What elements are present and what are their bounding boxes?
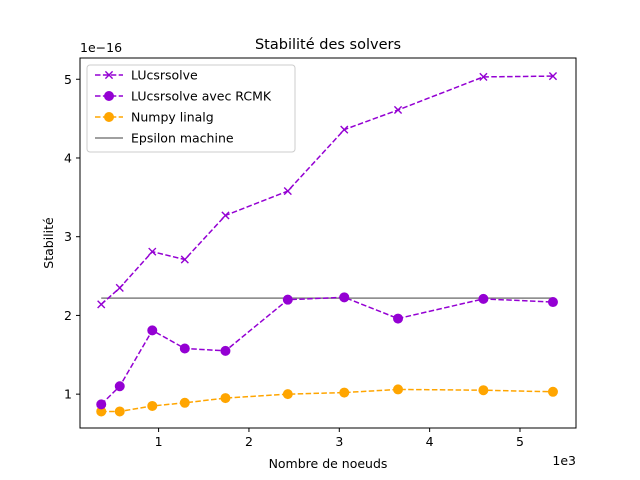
series-line-lucsrsolve: [100, 75, 553, 305]
legend-box: [86, 64, 296, 153]
series-lucsrsolve-avec-rcmk: [96, 292, 558, 410]
legend-label: Epsilon machine: [131, 131, 234, 146]
data-point-numpy-linalg: [478, 385, 489, 396]
legend-entries: LUcsrsolve LUcsrsolve avec RCMK Numpy lina…: [95, 68, 272, 146]
y-tick-label: 4: [64, 150, 72, 165]
data-point-lucsrsolve-avec-rcmk: [147, 325, 158, 336]
legend-label: LUcsrsolve avec RCMK: [131, 89, 272, 104]
data-point-numpy-linalg: [547, 386, 558, 397]
legend-entry-epsilon-machine: Epsilon machine: [95, 131, 234, 146]
data-point-lucsrsolve: [393, 105, 403, 115]
y-tick-label: 3: [64, 229, 72, 244]
data-point-lucsrsolve-avec-rcmk: [339, 292, 350, 303]
series-line-lucsrsolve-avec-rcmk: [100, 296, 553, 405]
data-point-lucsrsolve-avec-rcmk: [220, 345, 231, 356]
data-point-lucsrsolve-avec-rcmk: [114, 381, 125, 392]
data-point-lucsrsolve: [115, 283, 124, 292]
legend-label: LUcsrsolve: [131, 68, 198, 83]
data-point-lucsrsolve: [548, 72, 558, 81]
data-point-lucsrsolve-avec-rcmk: [547, 297, 558, 308]
data-point-lucsrsolve: [221, 211, 230, 220]
data-point-numpy-linalg: [147, 400, 158, 411]
legend-entry-lucsrsolve-avec-rcmk: LUcsrsolve avec RCMK: [95, 89, 272, 104]
series-layer: [96, 72, 558, 417]
x-tick-label: 3: [335, 434, 343, 449]
data-point-lucsrsolve-avec-rcmk: [179, 343, 190, 354]
legend: LUcsrsolve LUcsrsolve avec RCMK Numpy lina…: [86, 64, 296, 153]
data-point-numpy-linalg: [114, 406, 125, 417]
x-tick-label: 5: [516, 434, 524, 449]
data-point-numpy-linalg: [220, 393, 231, 404]
data-point-lucsrsolve: [148, 247, 157, 256]
plot-frame: [79, 57, 577, 429]
x-tick-label: 2: [245, 434, 253, 449]
legend-marker: [104, 70, 114, 80]
y-axis: 1 2 3 4 5: [64, 72, 80, 402]
legend-marker: [104, 112, 114, 122]
y-axis-label: Stabilité: [41, 217, 56, 269]
data-point-numpy-linalg: [179, 397, 190, 408]
data-point-lucsrsolve: [340, 125, 349, 134]
y-tick-label: 1: [64, 387, 72, 402]
data-point-lucsrsolve: [479, 72, 488, 81]
data-point-numpy-linalg: [339, 387, 350, 398]
data-point-lucsrsolve-avec-rcmk: [393, 313, 404, 324]
x-tick-label: 1: [155, 434, 163, 449]
data-point-lucsrsolve-avec-rcmk: [96, 399, 107, 410]
x-axis-label: Nombre de noeuds: [269, 456, 388, 471]
data-point-numpy-linalg: [282, 389, 293, 400]
legend-entry-lucsrsolve: LUcsrsolve: [95, 68, 198, 83]
legend-label: Numpy linalg: [131, 110, 214, 125]
x-offset-label: 1e3: [552, 453, 576, 468]
y-tick-label: 5: [64, 72, 72, 87]
x-tick-label: 4: [426, 434, 434, 449]
data-point-lucsrsolve: [97, 300, 106, 309]
x-axis: 1 2 3 4 5: [155, 428, 524, 449]
series-lucsrsolve: [97, 72, 558, 309]
data-point-lucsrsolve: [180, 255, 189, 264]
data-point-lucsrsolve-avec-rcmk: [478, 293, 489, 304]
series-numpy-linalg: [96, 384, 558, 417]
y-offset-label: 1e−16: [80, 40, 122, 55]
data-point-numpy-linalg: [393, 384, 404, 395]
legend-entry-numpy-linalg: Numpy linalg: [95, 110, 214, 125]
legend-marker: [104, 91, 114, 101]
series-line-numpy-linalg: [101, 388, 553, 413]
data-point-lucsrsolve-avec-rcmk: [282, 294, 293, 305]
chart-title: Stabilité des solvers: [255, 37, 401, 53]
y-tick-label: 2: [64, 308, 72, 323]
data-point-lucsrsolve: [283, 186, 292, 196]
